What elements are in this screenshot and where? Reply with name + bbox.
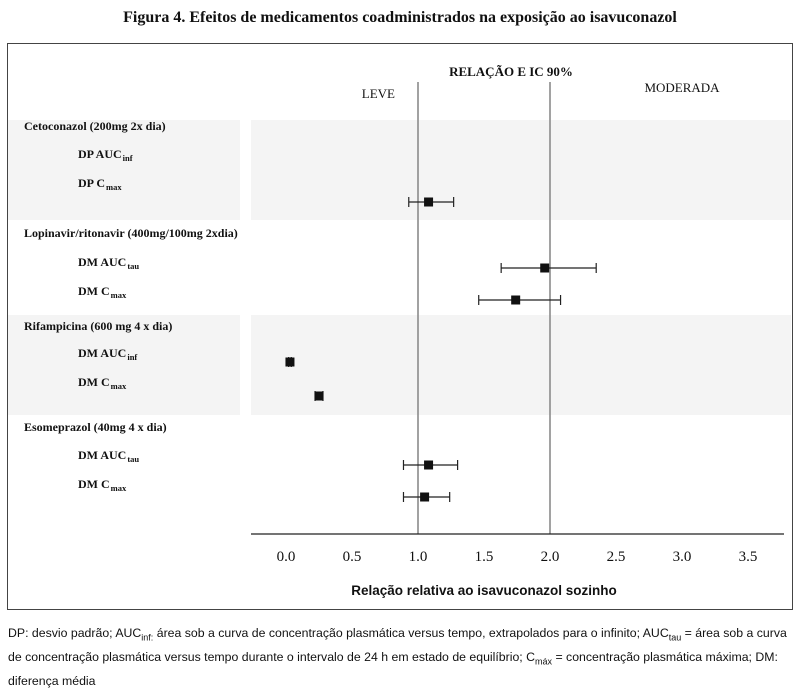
footnote-text: DP: desvio padrão; AUC [8,626,142,640]
row-label: DM AUC [78,346,126,360]
point-estimate [420,492,430,502]
row-label: DM C [78,375,110,389]
footnote: DP: desvio padrão; AUCinf: área sob a cu… [8,624,792,691]
row-label-subscript: inf [127,352,137,362]
group-label: Rifampicina (600 mg 4 x dia) [24,319,172,333]
footnote-text: = concentração plasmática máxima; DM: di… [8,649,778,688]
x-tick-label: 1.0 [409,549,428,565]
footnote-text: = área sob a curva de concentração plasm… [8,626,787,664]
footnote-text: área sob a curva de concentração plasmát… [153,626,669,640]
point-estimate [424,460,434,470]
group-label: Lopinavir/ritonavir (400mg/100mg 2xdia) [24,226,238,240]
figure-title: Figura 4. Efeitos de medicamentos coadmi… [123,9,677,26]
row-label: DP AUC [78,147,122,161]
row-label-subscript: inf [123,153,133,163]
chart-header: RELAÇÃO E IC 90% [449,64,573,79]
footnote-subscript: tau [668,632,682,643]
x-tick-label: 3.5 [739,549,758,565]
row-label-subscript: max [106,182,122,192]
zone-label: MODERADA [644,80,720,95]
x-tick-label: 2.5 [607,549,626,565]
x-tick-label: 2.0 [541,549,560,565]
group-band [251,315,791,415]
x-tick-label: 3.0 [673,549,692,565]
group-band-left [8,120,240,220]
point-estimate [314,391,324,401]
group-label: Esomeprazol (40mg 4 x dia) [24,420,167,434]
group-band [251,120,791,220]
x-tick-label: 1.5 [475,549,494,565]
row-label-subscript: tau [127,454,139,464]
footnote-subscript: máx [535,656,553,667]
point-estimate [285,357,295,367]
chart-frame: RELAÇÃO E IC 90%LEVEMODERADAGRAVECetocon… [7,43,793,610]
row-label-subscript: tau [127,261,139,271]
row-label: DM AUC [78,255,126,269]
forest-plot: RELAÇÃO E IC 90%LEVEMODERADAGRAVECetocon… [8,64,791,598]
row-label-subscript: max [111,483,127,493]
row-label: DP C [78,176,105,190]
x-tick-label: 0.0 [277,549,296,565]
x-axis-label: Relação relativa ao isavuconazol sozinho [351,583,617,598]
row-label: DM C [78,477,110,491]
row-label: DM AUC [78,448,126,462]
row-label-subscript: max [111,290,127,300]
point-estimate [540,263,550,273]
group-band-left [8,315,240,415]
group-label: Cetoconazol (200mg 2x dia) [24,119,166,133]
x-tick-label: 0.5 [343,549,362,565]
point-estimate [424,197,434,207]
footnote-subscript: inf: [141,632,154,643]
row-label-subscript: max [111,381,127,391]
point-estimate [511,295,521,305]
row-label: DM C [78,284,110,298]
zone-label: LEVE [362,86,395,101]
